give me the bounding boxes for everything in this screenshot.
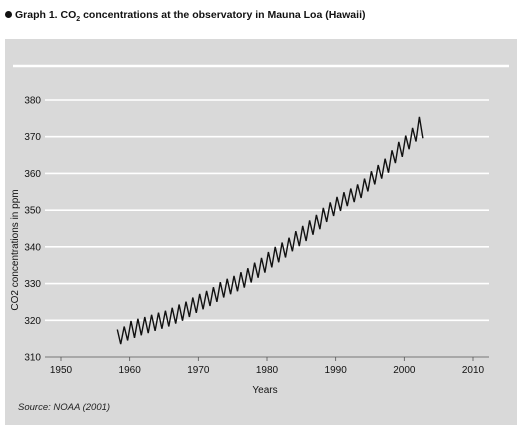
y-tick-label: 350	[24, 206, 41, 217]
panel-background	[5, 39, 517, 425]
x-tick-label: 2000	[393, 365, 416, 376]
y-axis-label: CO2 concentrations in ppm	[10, 189, 21, 310]
title-suffix: concentrations at the observatory in Mau…	[80, 9, 366, 21]
axes: 310 320 330 340 350 360 370 380 1950 1960 1970 1980…	[24, 96, 489, 376]
series	[116, 116, 424, 345]
source-note: Source: NOAA (2001)	[18, 402, 110, 413]
title-prefix: Graph 1. CO	[15, 9, 77, 21]
y-tick-label: 310	[24, 353, 41, 364]
y-tick-label: 320	[24, 316, 41, 327]
x-tick-label: 1950	[50, 365, 73, 376]
series-line-0	[116, 116, 424, 345]
chart-canvas: 310 320 330 340 350 360 370 380 1950 1960 1970 1980…	[5, 39, 517, 425]
y-tick-label: 380	[24, 96, 41, 107]
y-tick-label: 340	[24, 242, 41, 253]
x-tick-label: 1980	[256, 365, 279, 376]
x-tick-label: 2010	[462, 365, 485, 376]
x-tick-label: 1990	[325, 365, 348, 376]
x-tick-label: 1960	[119, 365, 142, 376]
y-tick-label: 370	[24, 132, 41, 143]
chart-title: Graph 1. CO2 concentrations at the obser…	[5, 9, 365, 23]
x-tick-label: 1970	[187, 365, 210, 376]
x-axis-label: Years	[252, 385, 277, 396]
y-tick-label: 330	[24, 279, 41, 290]
title-subscript: 2	[76, 16, 81, 24]
bullet-icon	[5, 11, 12, 18]
y-tick-label: 360	[24, 169, 41, 180]
chart-panel: 310 320 330 340 350 360 370 380 1950 1960 1970 1980…	[5, 39, 517, 425]
